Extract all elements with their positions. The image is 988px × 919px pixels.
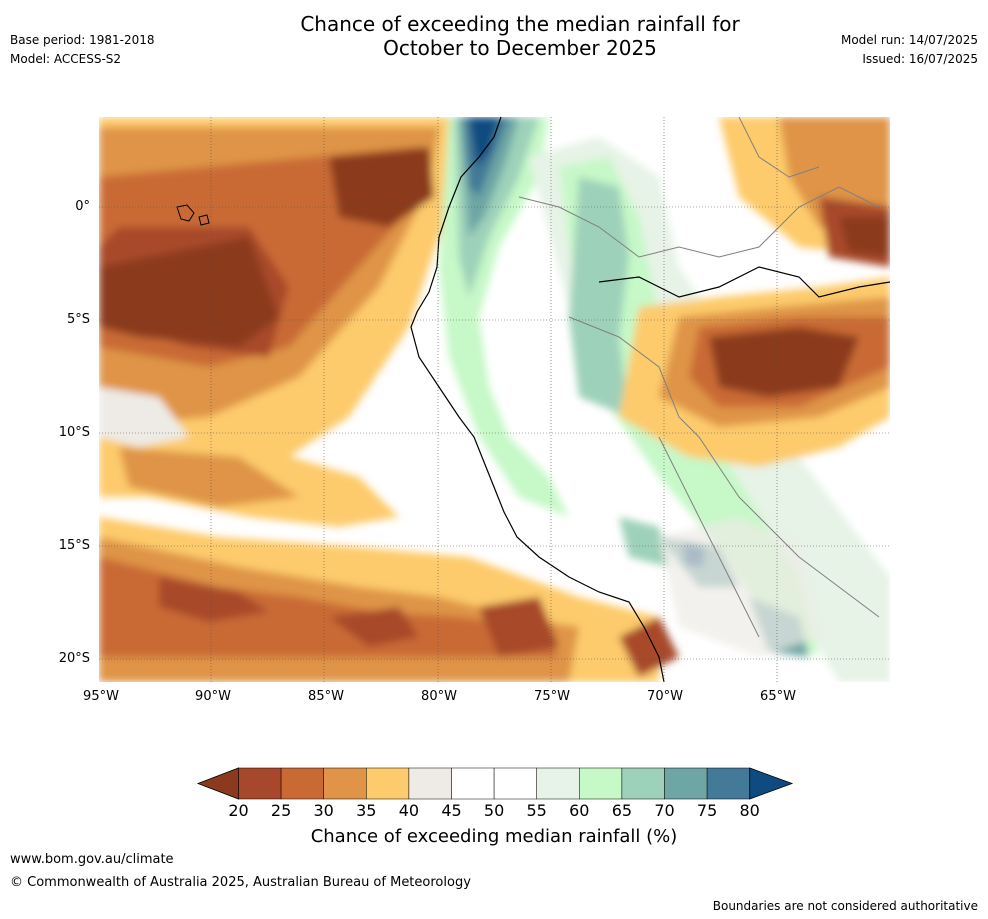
colorbar-cell: [621, 767, 665, 800]
base-period-label: Base period: 1981-2018: [10, 33, 155, 47]
issued-label: Issued: 16/07/2025: [862, 52, 978, 66]
graticule: [99, 117, 890, 682]
colorbar-cell: [238, 767, 282, 800]
galapagos-islands: [176, 204, 210, 226]
lat-label-15s: 15°S: [58, 538, 90, 553]
colorbar-tick-label: 55: [526, 801, 547, 820]
colorbar-tick-label: 20: [228, 801, 249, 820]
colorbar-tick-label: 75: [696, 801, 718, 820]
rainfall-map: [99, 117, 890, 682]
colorbar-tick-label: 65: [611, 801, 633, 820]
colorbar-cell: [323, 767, 367, 800]
coastline: [410, 117, 665, 682]
lon-label-95w: 95°W: [83, 689, 119, 704]
lat-label-10s: 10°S: [58, 425, 90, 440]
lon-label-85w: 85°W: [308, 689, 344, 704]
colorbar-cell: [493, 767, 537, 800]
colorbar-tick-label: 70: [654, 801, 675, 820]
colorbar-tick-label: 80: [739, 801, 760, 820]
lon-label-70w: 70°W: [647, 689, 683, 704]
river-line: [598, 266, 890, 298]
colorbar-cell: [706, 767, 750, 800]
rainfall-map-svg: [99, 117, 890, 682]
colorbar-cell: [536, 767, 580, 800]
lat-label-20s: 20°S: [58, 651, 90, 666]
country-boundaries: [518, 117, 880, 638]
colorbar-tick-label: 45: [441, 801, 462, 820]
disclaimer-text: Boundaries are not considered authoritat…: [712, 899, 978, 913]
colorbar-cell: [664, 767, 708, 800]
website-link[interactable]: www.bom.gov.au/climate: [10, 852, 174, 867]
lat-label-0: 0°: [75, 199, 90, 214]
map-title: Chance of exceeding the median rainfall …: [200, 12, 840, 60]
colorbar-tick-label: 25: [270, 801, 292, 820]
colorbar-cell: [579, 767, 623, 800]
colorbar-cell: [366, 767, 410, 800]
colorbar-extend-low: [196, 767, 239, 800]
lon-label-75w: 75°W: [534, 689, 570, 704]
colorbar-tick-label: 30: [313, 801, 334, 820]
colorbar: [196, 767, 794, 800]
lon-label-80w: 80°W: [421, 689, 457, 704]
colorbar-tick-label: 60: [569, 801, 590, 820]
map-title-line2: October to December 2025: [383, 36, 657, 60]
colorbar-title: Chance of exceeding median rainfall (%): [310, 826, 678, 847]
colorbar-cell: [451, 767, 495, 800]
probability-shading: [99, 117, 890, 682]
colorbar-extend-high: [749, 767, 794, 800]
map-title-line1: Chance of exceeding the median rainfall …: [300, 12, 740, 36]
model-label: Model: ACCESS-S2: [10, 52, 122, 66]
model-run-label: Model run: 14/07/2025: [840, 33, 978, 47]
lon-label-90w: 90°W: [195, 689, 231, 704]
copyright-text: © Commonwealth of Australia 2025, Austra…: [10, 875, 471, 890]
colorbar-cell: [280, 767, 324, 800]
colorbar-tick-label: 50: [483, 801, 505, 820]
lon-label-65w: 65°W: [760, 689, 796, 704]
lat-label-5s: 5°S: [66, 312, 90, 327]
colorbar-tick-label: 35: [356, 801, 377, 820]
colorbar-tick-label: 40: [398, 801, 420, 820]
colorbar-cell: [408, 767, 452, 800]
